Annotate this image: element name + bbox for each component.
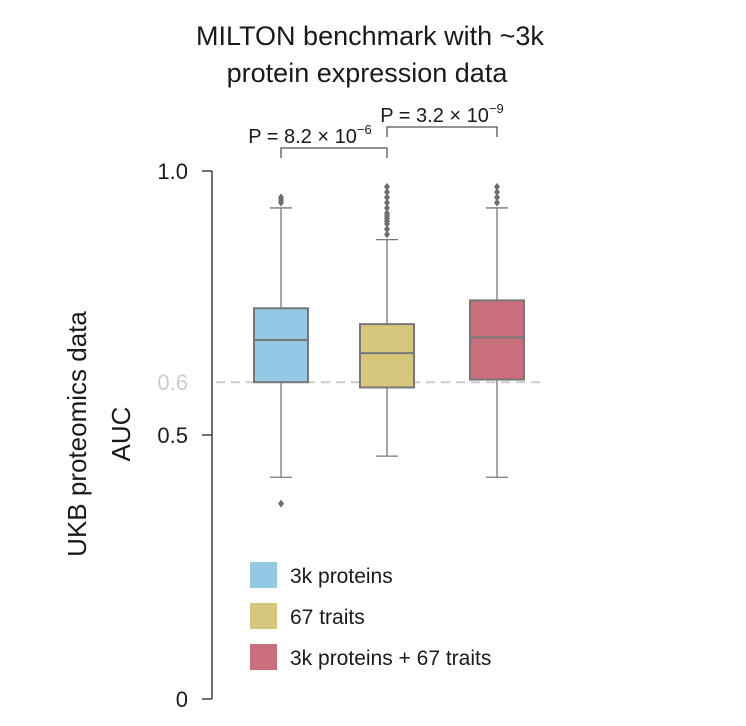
outlier-point: [384, 193, 390, 202]
comparison-2: P = 3.2 × 10−9: [380, 101, 504, 137]
bracket: [280, 147, 388, 158]
chart-title-line-2: protein expression data: [227, 58, 509, 88]
outlier-point: [384, 209, 390, 218]
significance-brackets: P = 8.2 × 10−6 P = 3.2 × 10−9: [248, 101, 504, 158]
outlier-point: [384, 203, 390, 212]
y-axis-label-line-2: AUC: [106, 407, 136, 462]
legend-label: 67 traits: [290, 606, 365, 629]
y-tick-label-0: 1.0: [157, 159, 188, 184]
p-value-label: P = 3.2 × 10−9: [380, 101, 503, 127]
outlier-point: [384, 230, 390, 239]
p-value-exponent: −6: [357, 122, 372, 137]
reference-line-group: 0.6: [157, 370, 545, 395]
outlier-point: [384, 225, 390, 234]
y-tick-label-2: 0: [176, 687, 188, 712]
box-1: [253, 193, 309, 508]
p-value-exponent: −9: [489, 101, 504, 116]
box-iqr: [253, 307, 309, 384]
legend-swatch: [250, 562, 277, 588]
outlier-point: [494, 182, 500, 191]
legend-entry-2: 67 traits: [250, 603, 365, 629]
reference-line-label: 0.6: [157, 370, 188, 395]
y-tick-label-1: 0.5: [157, 423, 188, 448]
box-iqr: [359, 323, 415, 389]
outlier-point: [384, 182, 390, 191]
legend-swatch: [250, 603, 277, 629]
y-axis: 1.0 0.5 0: [157, 159, 213, 712]
y-axis-label-line-1: UKB proteomics data: [62, 311, 92, 557]
bracket: [386, 126, 498, 137]
p-value-label: P = 8.2 × 10−6: [248, 122, 371, 148]
box-3: [469, 182, 525, 478]
p-value-text: P = 8.2 × 10: [248, 126, 357, 148]
comparison-1: P = 8.2 × 10−6: [248, 122, 388, 158]
outlier-point: [384, 198, 390, 207]
outlier-point: [278, 193, 284, 202]
boxes: [253, 182, 525, 508]
outlier-point: [494, 188, 500, 197]
box-iqr: [469, 299, 525, 381]
legend: 3k proteins 67 traits 3k proteins + 67 tra…: [250, 562, 491, 670]
chart-title-line-1: MILTON benchmark with ~3k: [196, 21, 544, 51]
legend-swatch: [250, 644, 277, 670]
outlier-point: [278, 499, 284, 508]
outlier-point: [494, 193, 500, 202]
box-2: [359, 182, 415, 457]
legend-entry-3: 3k proteins + 67 traits: [250, 644, 491, 670]
outlier-point: [494, 198, 500, 207]
legend-label: 3k proteins: [290, 565, 393, 588]
legend-entry-1: 3k proteins: [250, 562, 393, 588]
legend-label: 3k proteins + 67 traits: [290, 647, 491, 670]
p-value-text: P = 3.2 × 10: [380, 105, 489, 127]
outlier-point: [384, 188, 390, 197]
